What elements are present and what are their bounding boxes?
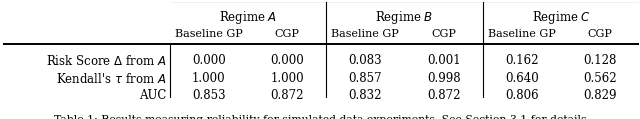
Text: CGP: CGP (431, 29, 456, 39)
Text: 0.128: 0.128 (584, 54, 617, 67)
Text: 0.806: 0.806 (505, 89, 539, 102)
Text: 0.832: 0.832 (349, 89, 382, 102)
Text: Baseline GP: Baseline GP (175, 29, 243, 39)
Text: 0.853: 0.853 (192, 89, 225, 102)
Text: 0.000: 0.000 (270, 54, 304, 67)
Text: Regime $\mathit{B}$: Regime $\mathit{B}$ (375, 9, 434, 26)
Text: 0.083: 0.083 (349, 54, 382, 67)
Text: 0.872: 0.872 (270, 89, 304, 102)
Text: Table 1: Results measuring reliability for simulated data experiments. See Secti: Table 1: Results measuring reliability f… (54, 115, 586, 119)
Text: 0.162: 0.162 (505, 54, 539, 67)
Text: 0.857: 0.857 (349, 72, 382, 85)
Text: CGP: CGP (588, 29, 612, 39)
Text: Baseline GP: Baseline GP (488, 29, 556, 39)
Text: Risk Score $\Delta$ from $A$: Risk Score $\Delta$ from $A$ (46, 54, 166, 68)
Text: 0.001: 0.001 (427, 54, 460, 67)
Text: 1.000: 1.000 (192, 72, 225, 85)
Text: CGP: CGP (275, 29, 300, 39)
Text: 0.829: 0.829 (584, 89, 617, 102)
Text: Regime $\mathit{A}$: Regime $\mathit{A}$ (219, 9, 277, 26)
Text: 0.640: 0.640 (505, 72, 539, 85)
Text: 0.000: 0.000 (192, 54, 226, 67)
Text: 1.000: 1.000 (270, 72, 304, 85)
Text: Baseline GP: Baseline GP (332, 29, 399, 39)
Text: 0.872: 0.872 (427, 89, 460, 102)
Text: 0.562: 0.562 (584, 72, 617, 85)
Text: Regime $\mathit{C}$: Regime $\mathit{C}$ (532, 9, 591, 26)
Text: Kendall's $\tau$ from $A$: Kendall's $\tau$ from $A$ (56, 72, 166, 86)
Text: 0.998: 0.998 (427, 72, 460, 85)
Text: AUC: AUC (139, 89, 166, 102)
